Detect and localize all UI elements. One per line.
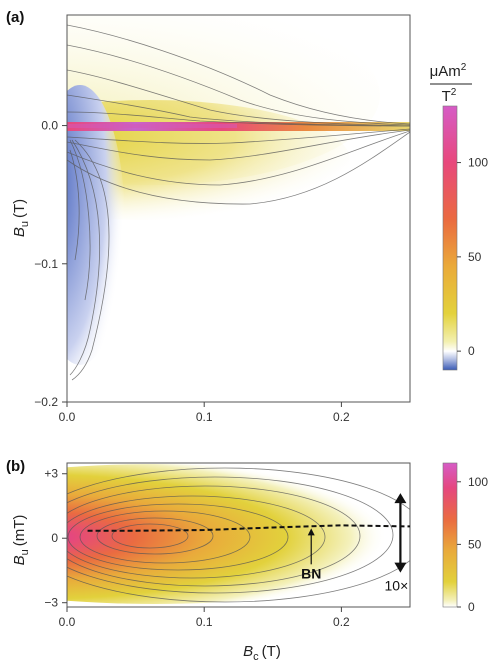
a-x-tick-label: 0.2 [333, 410, 350, 424]
b-x-tick-label: 0.1 [196, 615, 213, 629]
x-axis-sub-b: c [253, 651, 259, 663]
b-y-tick-label: +3 [44, 467, 58, 481]
plot-frame-a [66, 14, 411, 403]
a-x-tick-label: 0.0 [59, 410, 76, 424]
ten-x-label: 10× [385, 578, 409, 594]
ten-x-arrow-head-top [394, 493, 407, 504]
colorbar-unit-den-sup: 2 [451, 87, 457, 98]
y-axis-title-a: Bu (T) [11, 199, 31, 237]
y-axis-sub-a: u [19, 221, 31, 227]
a-colorbar-tick-label: 100 [468, 156, 488, 170]
y-axis-symbol-b: B [11, 555, 28, 565]
panel-b-label: (b) [6, 458, 25, 475]
a-y-tick-label: 0.0 [41, 119, 58, 133]
colorbar-b: 100 50 0 [442, 462, 488, 614]
b-y-tick-label: 0 [51, 531, 58, 545]
y-axis-title-b: Bu (mT) [11, 515, 31, 566]
a-colorbar-tick-label: 0 [468, 344, 475, 358]
axes-a: 0.0 0.1 0.2 0.0 −0.1 −0.2 [34, 119, 350, 424]
heatmap-b [67, 463, 410, 607]
ten-x-arrow-head-bottom [394, 562, 407, 573]
b-x-tick-label: 0.2 [333, 615, 350, 629]
colorbar-b-ticks: 100 50 0 [457, 475, 488, 614]
b-colorbar-tick-label: 0 [468, 600, 475, 614]
y-axis-sub-b: u [19, 549, 31, 555]
y-axis-symbol-a: B [11, 227, 28, 237]
colorbar-unit-den-text: T [442, 88, 451, 105]
y-axis-unit-b: (mT) [11, 515, 28, 547]
x-axis-symbol-b: B [243, 643, 253, 660]
colorbar-a-bar [442, 105, 458, 371]
colorbar-unit-denominator: T2 [442, 87, 457, 105]
ten-x-annotation: 10× [385, 493, 409, 594]
axes-b: 0.0 0.1 0.2 +3 0 −3 [44, 467, 350, 629]
colorbar-a-ticks: 100 50 0 [457, 156, 488, 358]
panel-a-label: (a) [6, 9, 24, 26]
heatmap-a [67, 15, 410, 402]
plot-frame-b [66, 462, 411, 608]
a-x-tick-label: 0.1 [196, 410, 213, 424]
bn-annotation: BN [301, 528, 321, 581]
a-y-tick-label: −0.2 [34, 395, 58, 409]
b-colorbar-tick-label: 100 [468, 475, 488, 489]
bn-arrow-head [307, 528, 315, 536]
b-colorbar-tick-label: 50 [468, 537, 482, 551]
colorbar-unit-num-text: μAm [430, 63, 461, 80]
a-colorbar-tick-label: 50 [468, 250, 482, 264]
colorbar-unit-num-sup: 2 [461, 62, 467, 73]
bn-label: BN [301, 565, 321, 581]
y-axis-unit-a: (T) [11, 199, 28, 218]
median-line-bn [87, 524, 411, 532]
panel-b: 0.0 0.1 0.2 +3 0 −3 BN 10× Bu (mT) Bc (T) 100 50… [11, 462, 488, 663]
colorbar-unit-numerator: μAm2 [430, 62, 467, 80]
x-axis-unit-b: (T) [262, 643, 281, 660]
x-axis-title-b: Bc (T) [243, 643, 281, 663]
a-y-tick-label: −0.1 [34, 257, 58, 271]
colorbar-b-bar [442, 462, 458, 608]
b-x-tick-label: 0.0 [59, 615, 76, 629]
panel-a: 0.0 0.1 0.20.0−0.1−0.2 Bu(T) μAm2 T2 10050… [11, 14, 488, 424]
b-y-tick-label: −3 [44, 596, 58, 610]
